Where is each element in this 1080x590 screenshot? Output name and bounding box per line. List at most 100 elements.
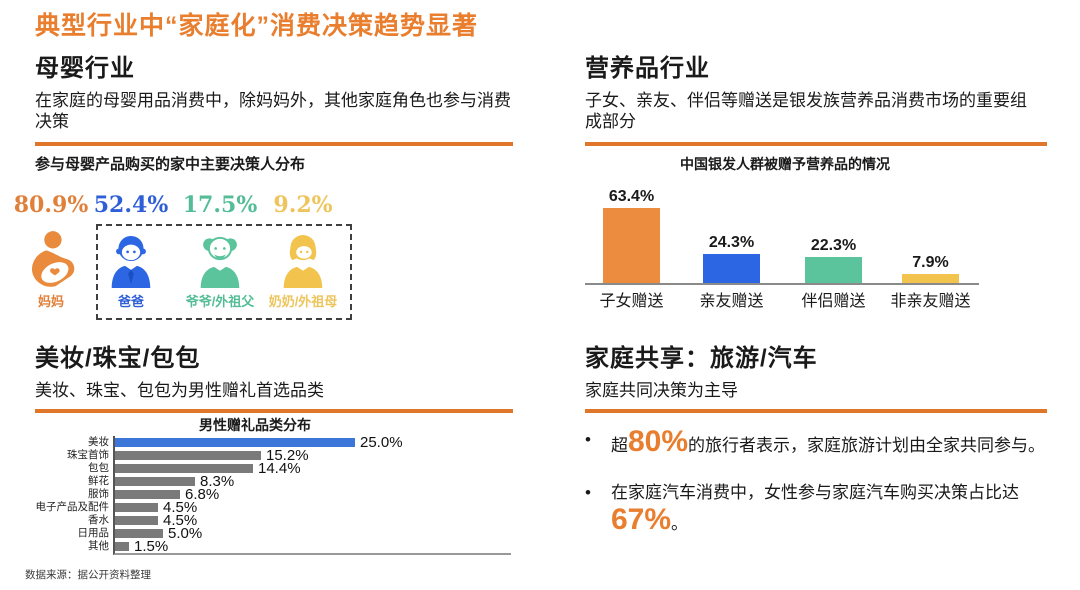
section-heading: 家庭共享：旅游/汽车 [585, 345, 818, 372]
bar-value-label: 8.3% [200, 473, 235, 490]
role-label: 爸爸 [117, 294, 144, 309]
decision-makers-chart: 80.9% 妈妈 52.4% [14, 192, 513, 327]
section-heading: 营养品行业 [585, 55, 710, 82]
bar-value-label: 4.5% [163, 499, 198, 516]
bullet-dot: • [585, 483, 591, 502]
section-description: 家庭共同决策为主导 [585, 381, 738, 400]
bar-category-label: 伴侣赠送 [801, 293, 866, 310]
section-beauty: 美妆/珠宝/包包 美妆、珠宝、包包为男性赠礼首选品类 男性赠礼品类分布 美妆 珠宝… [35, 344, 513, 555]
role-percentage: 17.5% [182, 192, 258, 218]
bullet-pre-text: 在家庭汽车消费中，女性参与家庭汽车购买决策占比达 [611, 483, 1019, 502]
bar-row: 4.5% [115, 512, 511, 529]
orange-divider [585, 409, 1047, 413]
bullet-item: • 在家庭汽车消费中，女性参与家庭汽车购买决策占比达67%。 [585, 480, 1047, 536]
bar-row: 5.0% [115, 525, 511, 542]
bar [115, 477, 195, 486]
bar-row: 25.0% [115, 435, 511, 450]
bar-value-label: 4.5% [163, 512, 198, 529]
bullet-list: • 超80%的旅行者表示，家庭旅游计划由全家共同参与。 • 在家庭汽车消费中，女… [585, 427, 1047, 536]
bar-category-label: 珠宝首饰 [67, 449, 109, 461]
bar [902, 274, 959, 283]
bar-column: 22.3% [805, 237, 862, 283]
bullet-post-text: 。 [671, 514, 689, 533]
section-description: 在家庭的母婴用品消费中，除妈妈外，其他家庭角色也参与消费决策 [35, 91, 511, 131]
bar [703, 254, 760, 283]
bar [115, 529, 163, 538]
gift-chart-bars: 25.0% 15.2% 14.4% 8.3% 6.8% 4.5% 4.5% 5.0% 1.5% [113, 435, 511, 555]
bar [115, 464, 253, 473]
bar [115, 542, 129, 551]
bar-row: 14.4% [115, 460, 511, 477]
bar-column: 63.4% [603, 188, 660, 283]
bar-category-label: 美妆 [88, 436, 109, 448]
role-percentage: 80.9% [13, 192, 89, 218]
grandmother-icon [253, 230, 353, 290]
bar-value-label: 14.4% [258, 460, 301, 477]
bar [115, 438, 355, 447]
role-percentage: 9.2% [273, 192, 333, 218]
bar [115, 451, 261, 460]
role-father: 52.4% 爸爸 [91, 192, 171, 309]
bar [115, 516, 158, 525]
bar-value-label: 7.9% [912, 254, 949, 271]
bar-category-label: 亲友赠送 [699, 293, 764, 310]
bullet-dot: • [585, 430, 591, 449]
section-nutrition: 营养品行业 子女、亲友、伴侣等赠送是银发族营养品消费市场的重要组成部分 中国银发… [585, 54, 1047, 310]
data-source-note: 数据来源：据公开资料整理 [25, 569, 151, 581]
x-axis-line [585, 283, 979, 285]
bar-value-label: 24.3% [708, 234, 755, 251]
chart-title: 男性赠礼品类分布 [199, 417, 311, 433]
bar-value-label: 5.0% [168, 525, 203, 542]
role-percentage: 52.4% [93, 192, 169, 218]
chart-title: 参与母婴产品购买的家中主要决策人分布 [35, 156, 306, 173]
bar-row: 6.8% [115, 486, 511, 503]
bar-category-label: 包包 [88, 462, 109, 474]
section-description: 美妆、珠宝、包包为男性赠礼首选品类 [35, 381, 324, 400]
section-maternal: 母婴行业 在家庭的母婴用品消费中，除妈妈外，其他家庭角色也参与消费决策 参与母婴… [14, 54, 513, 327]
bar-value-label: 63.4% [608, 188, 655, 205]
orange-divider [35, 409, 513, 413]
bar-value-label: 15.2% [266, 447, 309, 464]
bar-value-label: 22.3% [810, 237, 857, 254]
section-family: 家庭共享：旅游/汽车 家庭共同决策为主导 • 超80%的旅行者表示，家庭旅游计划… [585, 344, 1047, 548]
gift-chart-labels: 美妆 珠宝首饰 包包 鲜花 服饰 电子产品及配件 香水 日用品 其他 [35, 436, 113, 555]
role-label: 爷爷/外祖父 [185, 294, 255, 309]
nutrition-chart-labels: 子女赠送 亲友赠送 伴侣赠送 非亲友赠送 [585, 287, 1047, 310]
bullet-text: 在家庭汽车消费中，女性参与家庭汽车购买决策占比达67%。 [611, 480, 1047, 536]
page-title: 典型行业中“家庭化”消费决策趋势显著 [35, 12, 479, 40]
bar [115, 503, 158, 512]
bar-category-label: 非亲友赠送 [890, 293, 971, 310]
bar-column: 24.3% [703, 234, 760, 283]
dashed-group-box [96, 224, 352, 320]
bar-value-label: 1.5% [134, 538, 169, 555]
bullet-item: • 超80%的旅行者表示，家庭旅游计划由全家共同参与。 [585, 427, 1047, 458]
bar-column: 7.9% [902, 254, 959, 283]
bar-row: 1.5% [115, 538, 511, 555]
bar [805, 257, 862, 283]
bar [603, 208, 660, 283]
role-label: 妈妈 [37, 294, 64, 309]
nutrition-chart-plot: 63.4% 24.3% 22.3% 7.9% [585, 181, 1047, 285]
section-heading: 母婴行业 [35, 55, 135, 82]
section-heading: 美妆/珠宝/包包 [35, 345, 201, 372]
bar-category-label: 服饰 [88, 488, 109, 500]
bar-value-label: 6.8% [185, 486, 220, 503]
bar-row: 15.2% [115, 447, 511, 464]
highlight-number: 80% [628, 425, 689, 458]
role-grandfather: 17.5% 爷爷/外祖父 [172, 192, 268, 309]
gift-chart: 美妆 珠宝首饰 包包 鲜花 服饰 电子产品及配件 香水 日用品 其他 25.0% 15.2% 14.… [35, 435, 513, 555]
bullet-pre-text: 超 [611, 436, 628, 455]
bar-category-label: 日用品 [77, 527, 110, 539]
bar-row: 4.5% [115, 499, 511, 516]
bar-row: 8.3% [115, 473, 511, 490]
role-mother: 80.9% 妈妈 [12, 192, 90, 309]
bar [115, 490, 180, 499]
grandfather-icon [172, 230, 268, 290]
role-grandmother: 9.2% 奶奶/外祖母 [253, 192, 353, 309]
section-description: 子女、亲友、伴侣等赠送是银发族营养品消费市场的重要组成部分 [585, 91, 1027, 131]
bullet-text: 超80%的旅行者表示，家庭旅游计划由全家共同参与。 [611, 427, 1047, 458]
orange-divider [35, 142, 513, 146]
orange-divider [585, 142, 1047, 146]
bullet-post-text: 的旅行者表示，家庭旅游计划由全家共同参与。 [688, 436, 1046, 455]
